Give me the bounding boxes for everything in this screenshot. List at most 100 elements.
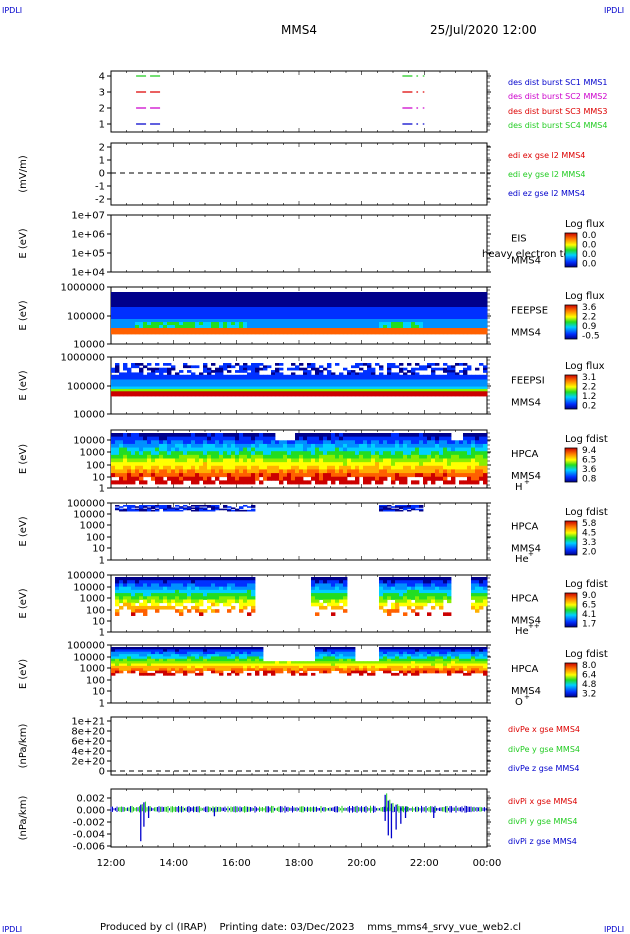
- heatmap-cell: [235, 393, 240, 397]
- heatmap-cell: [251, 292, 256, 296]
- heatmap-cell: [243, 454, 248, 459]
- heatmap-cell: [219, 325, 224, 329]
- heatmap-cell: [279, 319, 284, 323]
- heatmap-cell: [255, 384, 260, 387]
- heatmap-cell: [151, 377, 156, 380]
- heatmap-cell: [439, 391, 444, 395]
- heatmap-cell: [323, 465, 328, 470]
- heatmap-cell: [299, 433, 304, 438]
- heatmap-cell: [367, 384, 372, 387]
- heatmap-cell: [203, 577, 208, 581]
- heatmap-cell: [287, 462, 292, 467]
- heatmap-cell: [183, 325, 188, 329]
- heatmap-cell: [219, 462, 224, 467]
- heatmap-cell: [287, 473, 292, 478]
- heatmap-cell: [175, 602, 180, 607]
- heatmap-cell: [123, 476, 128, 481]
- heatmap-cell: [431, 328, 436, 332]
- heatmap-cell: [151, 367, 156, 371]
- heatmap-cell: [195, 602, 200, 607]
- heatmap-cell: [351, 381, 356, 385]
- heatmap-cell: [275, 384, 280, 387]
- heatmap-cell: [215, 379, 220, 383]
- heatmap-cell: [443, 316, 448, 320]
- heatmap-cell: [299, 480, 304, 485]
- heatmap-cell: [351, 447, 356, 452]
- heatmap-cell: [347, 377, 352, 380]
- heatmap-cell: [203, 367, 208, 371]
- heatmap-cell: [375, 307, 380, 311]
- heatmap-cell: [303, 292, 308, 296]
- heatmap-cell: [159, 447, 164, 452]
- heatmap-cell: [295, 328, 300, 332]
- heatmap-cell: [447, 310, 452, 314]
- heatmap-cell: [403, 454, 408, 459]
- heatmap-cell: [235, 436, 240, 441]
- heatmap-cell: [423, 374, 428, 378]
- heatmap-cell: [335, 313, 340, 317]
- heatmap-cell: [423, 473, 428, 478]
- heatmap-cell: [315, 331, 320, 335]
- heatmap-cell: [443, 310, 448, 314]
- heatmap-cell: [207, 322, 212, 326]
- heatmap-cell: [255, 322, 260, 326]
- heatmap-cell: [471, 313, 476, 317]
- heatmap-cell: [283, 447, 288, 452]
- heatmap-cell: [411, 295, 416, 299]
- heatmap-cell: [403, 325, 408, 329]
- heatmap-cell: [155, 605, 160, 610]
- heatmap-cell: [435, 436, 440, 441]
- heatmap-cell: [315, 473, 320, 478]
- heatmap-cell: [307, 469, 312, 474]
- heatmap-cell: [163, 379, 168, 383]
- heatmap-cell: [367, 322, 372, 326]
- heatmap-cell: [275, 313, 280, 317]
- heatmap-cell: [131, 605, 136, 610]
- heatmap-cell: [443, 379, 448, 383]
- heatmap-cell: [419, 319, 424, 323]
- heatmap-cell: [295, 393, 300, 397]
- heatmap-cell: [411, 480, 416, 485]
- y-tick-label: 4: [99, 72, 105, 83]
- heatmap-cell: [391, 458, 396, 463]
- heatmap-cell: [359, 451, 364, 456]
- heatmap-cell: [111, 433, 116, 438]
- heatmap-cell: [327, 433, 332, 438]
- heatmap-cell: [159, 480, 164, 485]
- heatmap-cell: [327, 391, 332, 395]
- heatmap-cell: [199, 596, 204, 600]
- heatmap-cell: [187, 436, 192, 441]
- heatmap-cell: [175, 304, 180, 308]
- heatmap-cell: [443, 447, 448, 452]
- heatmap-cell: [127, 292, 132, 296]
- heatmap-cell: [367, 443, 372, 448]
- heatmap-cell: [171, 386, 176, 390]
- heatmap-cell: [335, 298, 340, 302]
- heatmap-cell: [435, 374, 440, 378]
- heatmap-cell: [131, 388, 136, 392]
- heatmap-cell: [399, 298, 404, 302]
- heatmap-cell: [115, 381, 120, 385]
- heatmap-cell: [187, 384, 192, 387]
- heatmap-cell: [135, 386, 140, 390]
- heatmap-cell: [147, 325, 152, 329]
- heatmap-cell: [211, 454, 216, 459]
- heatmap-cell: [175, 473, 180, 478]
- colorbar-tick: 1.2: [582, 392, 596, 402]
- heatmap-cell: [187, 386, 192, 390]
- heatmap-cell: [411, 433, 416, 438]
- heatmap-cell: [363, 386, 368, 390]
- heatmap-cell: [435, 381, 440, 385]
- heatmap-cell: [155, 367, 160, 371]
- legend-entry: des dist burst SC1 MMS1: [508, 78, 607, 87]
- heatmap-cell: [227, 473, 232, 478]
- corner-label-tl: IPDLI: [2, 6, 22, 15]
- heatmap-cell: [215, 443, 220, 448]
- heatmap-cell: [195, 577, 200, 581]
- heatmap-cell: [463, 391, 468, 395]
- heatmap-cell: [351, 365, 356, 369]
- heatmap-cell: [167, 316, 172, 320]
- heatmap-cell: [127, 388, 132, 392]
- heatmap-cell: [291, 388, 296, 392]
- heatmap-cell: [475, 476, 480, 481]
